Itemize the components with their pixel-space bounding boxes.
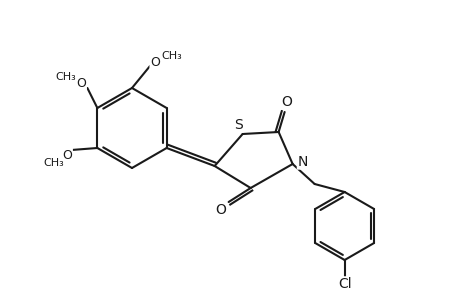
- Text: CH₃: CH₃: [43, 158, 64, 168]
- Text: S: S: [234, 118, 242, 132]
- Text: O: O: [150, 56, 160, 68]
- Text: CH₃: CH₃: [55, 72, 76, 82]
- Text: O: O: [215, 203, 225, 217]
- Text: Cl: Cl: [337, 277, 351, 291]
- Text: N: N: [297, 155, 307, 169]
- Text: CH₃: CH₃: [161, 51, 182, 61]
- Text: O: O: [280, 95, 291, 109]
- Text: O: O: [76, 76, 86, 89]
- Text: O: O: [62, 148, 72, 161]
